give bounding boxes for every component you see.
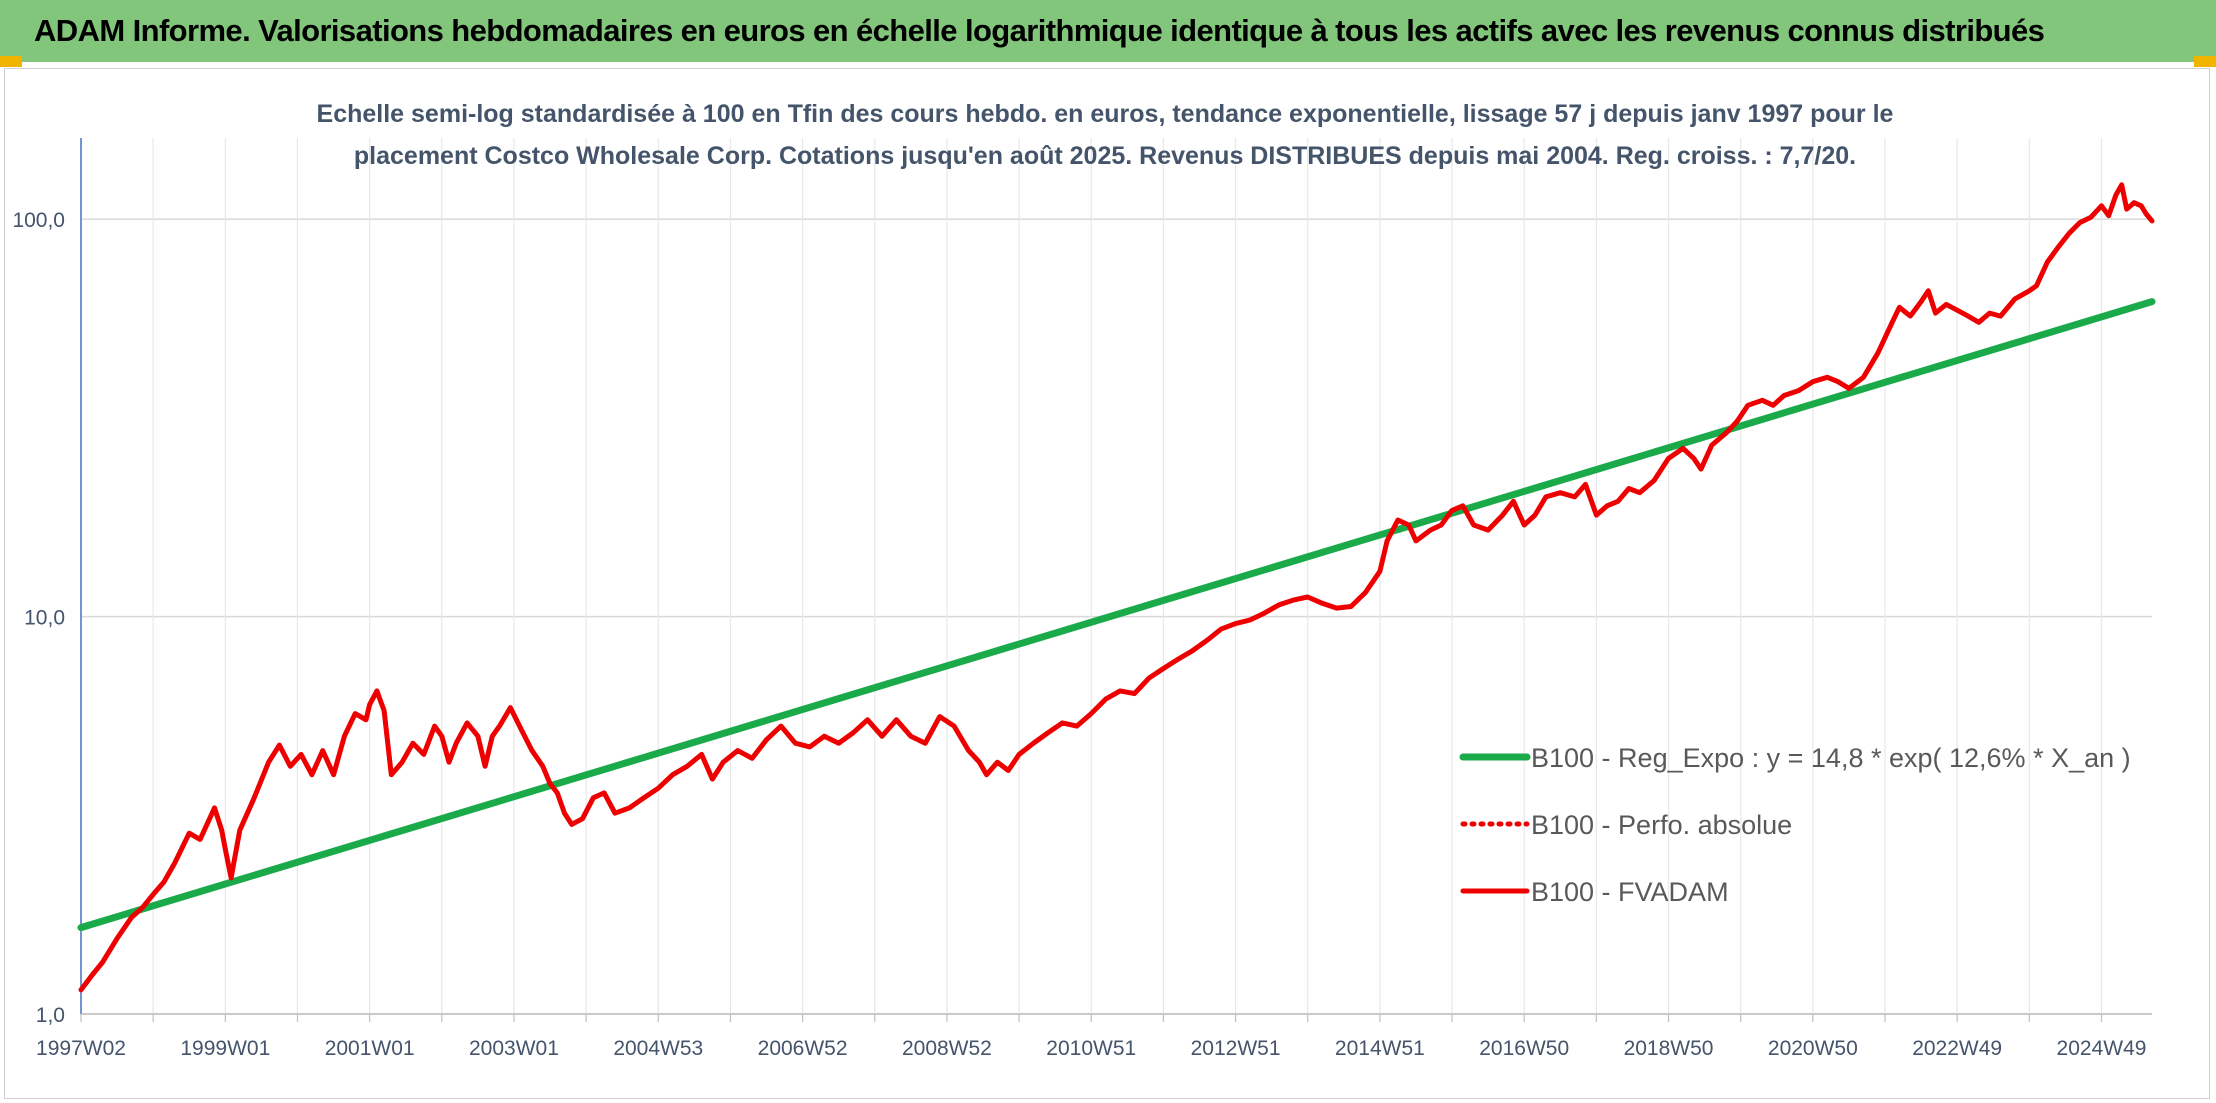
grid	[80, 138, 2152, 1022]
x-tick-label: 2010W51	[1046, 1037, 1136, 1060]
x-tick-label: 2012W51	[1191, 1037, 1281, 1060]
x-tick-label: 2004W53	[613, 1037, 703, 1060]
y-tick-label: 100,0	[12, 209, 65, 232]
header-banner: ADAM Informe. Valorisations hebdomadaire…	[0, 0, 2216, 62]
x-tick-label: 1997W02	[36, 1037, 126, 1060]
x-tick-label: 2024W49	[2057, 1037, 2147, 1060]
x-tick-label: 2003W01	[469, 1037, 559, 1060]
y-tick-label: 10,0	[24, 607, 65, 630]
x-tick-label: 2008W52	[902, 1037, 992, 1060]
chart-title: Echelle semi-log standardisée à 100 en T…	[317, 100, 1894, 170]
x-tick-label: 1999W01	[180, 1037, 270, 1060]
x-tick-label: 2016W50	[1479, 1037, 1569, 1060]
series-line-3	[78, 182, 2155, 993]
legend: B100 - Reg_Expo : y = 14,8 * exp( 12,6% …	[1459, 743, 2131, 907]
legend-entry-1: B100 - Reg_Expo : y = 14,8 * exp( 12,6% …	[1531, 743, 2131, 773]
tick-labels: 1,0 10,0 100,0 1997W02 1999W01 2001W01 2003W01…	[12, 209, 2146, 1060]
series	[77, 182, 2156, 993]
legend-entry-2: B100 - Perfo. absolue	[1531, 810, 1792, 840]
x-tick-label: 2018W50	[1624, 1037, 1714, 1060]
chart-title-line-1: Echelle semi-log standardisée à 100 en T…	[317, 100, 1894, 128]
trend-line	[77, 298, 2156, 932]
x-tick-label: 2014W51	[1335, 1037, 1425, 1060]
y-tick-label: 1,0	[36, 1004, 65, 1027]
legend-entry-3: B100 - FVADAM	[1531, 877, 1729, 907]
chart-title-line-2: placement Costco Wholesale Corp. Cotatio…	[354, 142, 1856, 170]
page-title: ADAM Informe. Valorisations hebdomadaire…	[34, 13, 2045, 48]
x-tick-label: 2022W49	[1912, 1037, 2002, 1060]
x-tick-label: 2001W01	[325, 1037, 415, 1060]
x-tick-label: 2006W52	[758, 1037, 848, 1060]
x-tick-label: 2020W50	[1768, 1037, 1858, 1060]
corner-mark-left	[0, 56, 22, 67]
chart-frame	[4, 68, 2210, 1099]
corner-mark-right	[2194, 56, 2216, 67]
